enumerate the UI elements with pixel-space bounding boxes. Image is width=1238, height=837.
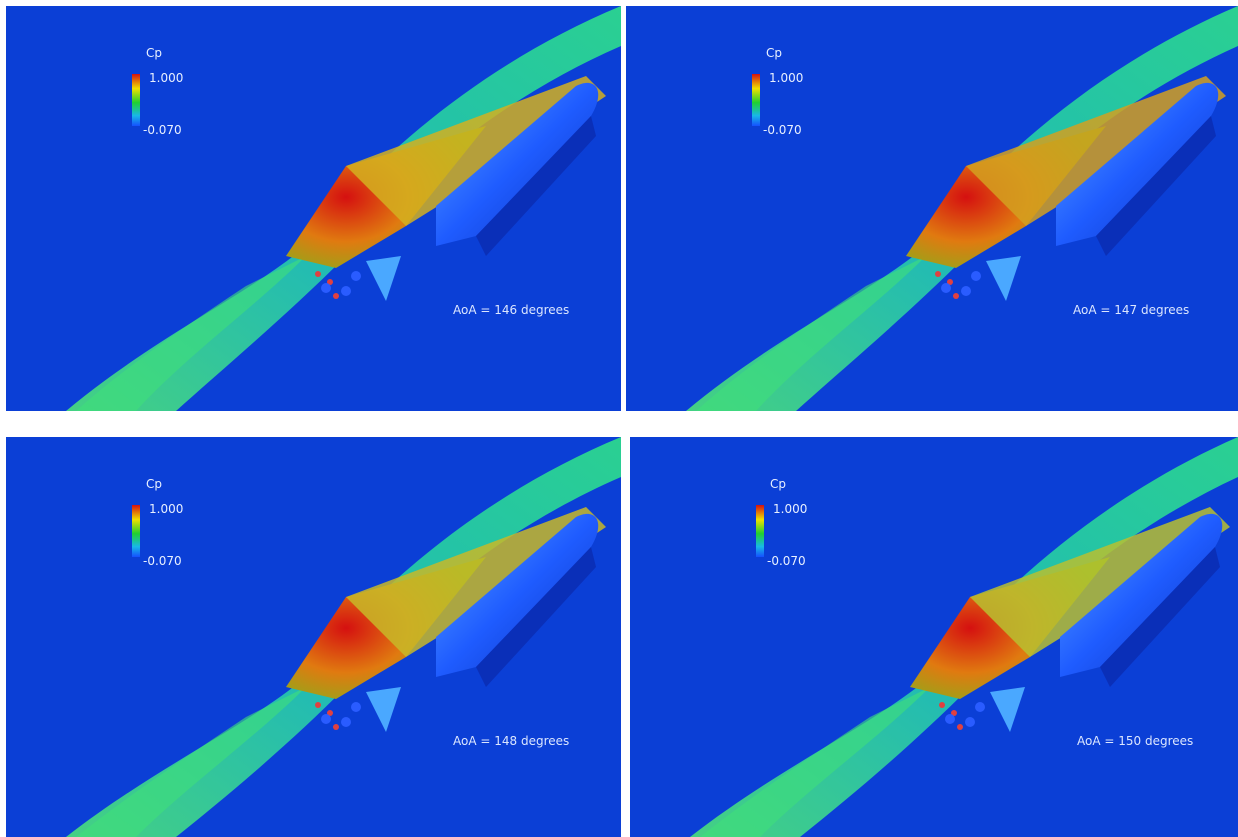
legend-max-value: 1.000: [149, 71, 184, 85]
colorbar: [132, 74, 140, 126]
legend-min-value: -0.070: [763, 123, 802, 137]
cfd-panel-3: Cp 1.000 -0.070 AoA = 148 degrees: [6, 437, 621, 837]
legend-max-value: 1.000: [773, 502, 808, 516]
legend-title: Cp: [770, 477, 786, 491]
legend-min-value: -0.070: [767, 554, 806, 568]
pressure-field-image: [6, 437, 621, 837]
aoa-label: AoA = 146 degrees: [453, 303, 570, 317]
pressure-field-image: [630, 437, 1238, 837]
colorbar: [756, 505, 764, 557]
legend-title: Cp: [146, 46, 162, 60]
colorbar: [752, 74, 760, 126]
aoa-label: AoA = 148 degrees: [453, 734, 570, 748]
cfd-panel-2: Cp 1.000 -0.070 AoA = 147 degrees: [626, 6, 1238, 411]
pressure-field-image: [626, 6, 1238, 411]
legend-max-value: 1.000: [769, 71, 804, 85]
aoa-label: AoA = 150 degrees: [1077, 734, 1194, 748]
cfd-panel-4: Cp 1.000 -0.070 AoA = 150 degrees: [630, 437, 1238, 837]
cfd-panel-1: Cp 1.000 -0.070 AoA = 146 degrees: [6, 6, 621, 411]
pressure-field-image: [6, 6, 621, 411]
legend-title: Cp: [766, 46, 782, 60]
legend-min-value: -0.070: [143, 123, 182, 137]
legend-title: Cp: [146, 477, 162, 491]
aoa-label: AoA = 147 degrees: [1073, 303, 1190, 317]
legend-min-value: -0.070: [143, 554, 182, 568]
legend-max-value: 1.000: [149, 502, 184, 516]
colorbar: [132, 505, 140, 557]
